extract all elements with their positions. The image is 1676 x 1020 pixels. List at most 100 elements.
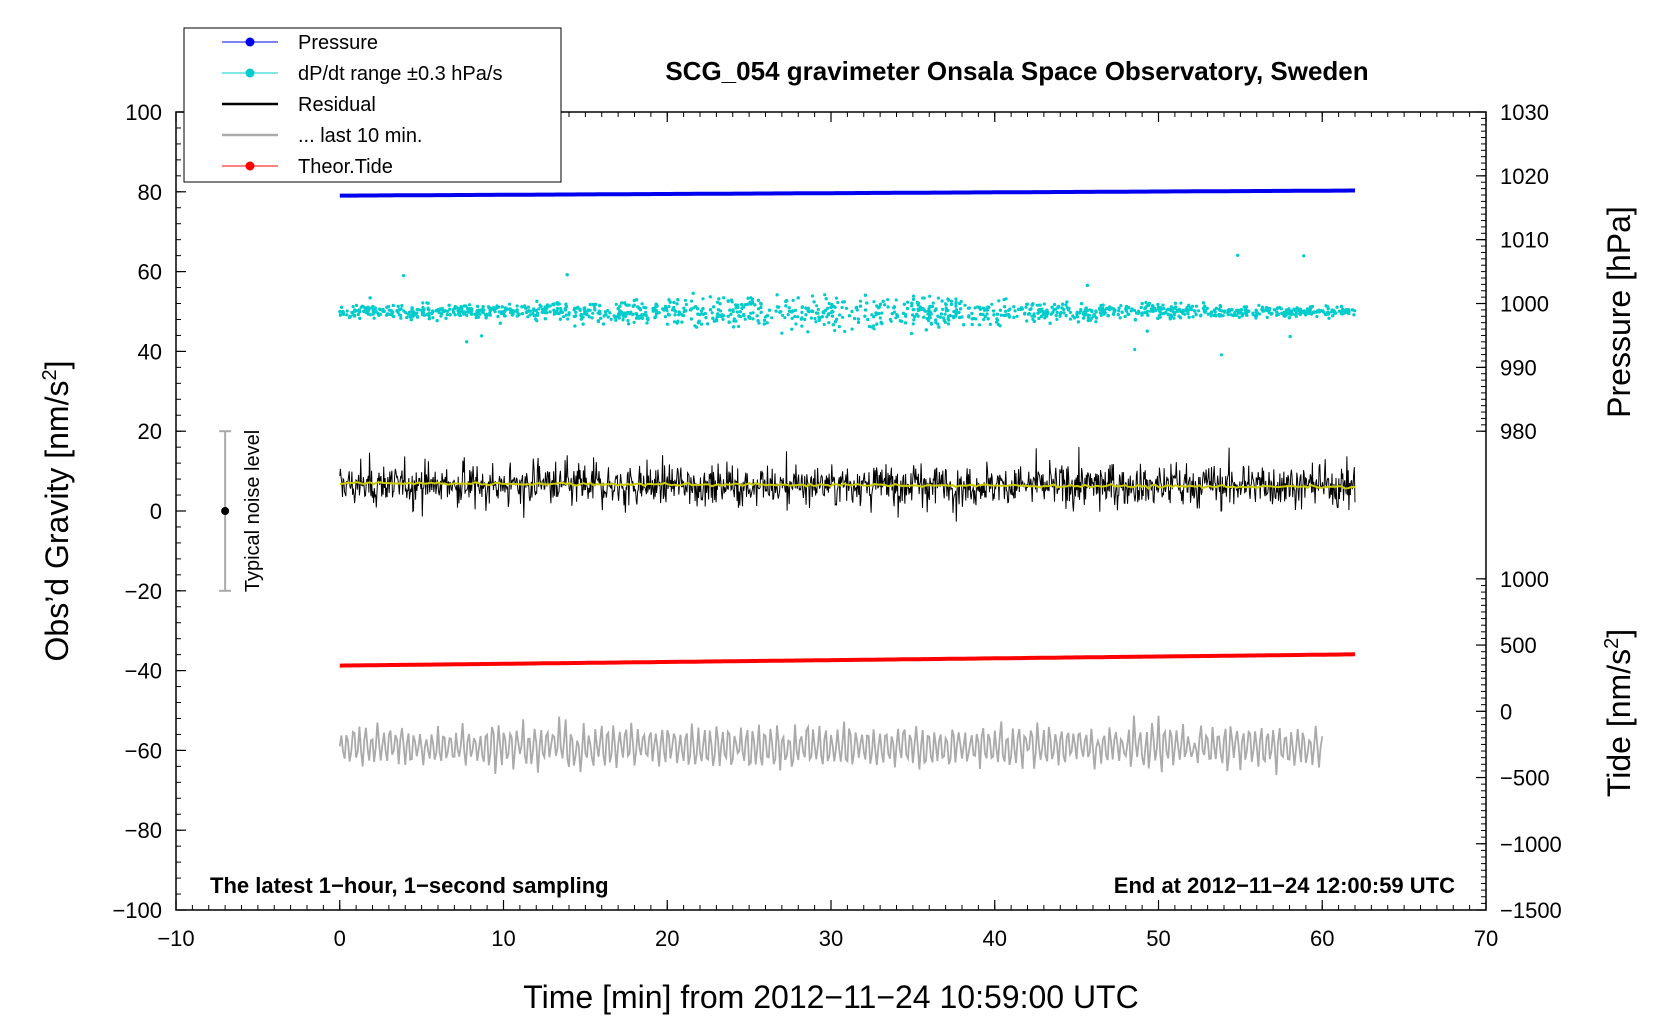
dpdt-point — [672, 308, 677, 312]
dpdt-point — [515, 308, 519, 312]
dpdt-point — [488, 308, 493, 312]
dpdt-point — [404, 311, 408, 315]
dpdt-point — [883, 303, 887, 307]
dpdt-point — [437, 310, 441, 314]
tide-axis-title-main: Tide [nm/s — [1601, 649, 1637, 797]
left-tick-label: −40 — [125, 659, 162, 684]
dpdt-point — [1098, 308, 1102, 312]
dpdt-point — [422, 308, 426, 312]
dpdt-point — [1181, 309, 1185, 313]
legend-label: dP/dt range ±0.3 hPa/s — [298, 63, 502, 85]
dpdt-point — [753, 303, 757, 307]
dpdt-point — [612, 314, 616, 318]
dpdt-point — [877, 311, 881, 316]
dpdt-point — [558, 317, 563, 321]
dpdt-point — [345, 313, 349, 317]
dpdt-point — [1135, 311, 1139, 315]
dpdt-point — [644, 310, 648, 314]
dpdt-point — [850, 327, 854, 331]
dpdt-point — [601, 322, 606, 326]
dpdt-point — [448, 313, 452, 317]
dpdt-point — [986, 317, 990, 321]
dpdt-point — [918, 305, 923, 309]
dpdt-point — [534, 308, 538, 313]
dpdt-point — [440, 312, 444, 316]
dpdt-point — [481, 305, 485, 309]
dpdt-point — [684, 302, 689, 307]
dpdt-point — [790, 327, 794, 331]
dpdt-point — [431, 316, 435, 320]
dpdt-point — [1007, 315, 1012, 319]
dpdt-point — [634, 312, 639, 316]
dpdt-point — [774, 309, 778, 313]
dpdt-point — [719, 314, 723, 318]
dpdt-point — [1339, 312, 1343, 316]
dpdt-point — [970, 322, 974, 327]
dpdt-point — [1298, 312, 1302, 317]
dpdt-point — [1075, 315, 1079, 319]
dpdt-point — [421, 301, 425, 305]
dpdt-point — [1341, 307, 1345, 311]
dpdt-point — [949, 299, 954, 303]
dpdt-point — [800, 324, 804, 328]
x-tick-label: 20 — [655, 926, 679, 951]
dpdt-point — [1108, 308, 1112, 312]
dpdt-point — [1012, 315, 1016, 319]
left-tick-label: 60 — [138, 260, 162, 285]
dpdt-point — [622, 301, 627, 305]
dpdt-point — [629, 310, 633, 314]
dpdt-point — [983, 308, 987, 312]
dpdt-point — [1334, 311, 1338, 315]
dpdt-point — [1166, 312, 1170, 316]
dpdt-point — [895, 313, 899, 317]
dpdt-point — [916, 303, 920, 307]
dpdt-point — [615, 315, 620, 319]
dpdt-point — [464, 304, 468, 308]
dpdt-point — [1151, 304, 1155, 308]
dpdt-point — [1077, 311, 1082, 315]
dpdt-point — [453, 313, 457, 317]
dpdt-point — [1206, 312, 1210, 316]
dpdt-point — [555, 309, 559, 313]
dpdt-point — [422, 313, 426, 317]
dpdt-point — [701, 312, 705, 316]
dpdt-point — [954, 301, 958, 306]
dpdt-point — [946, 317, 950, 321]
noise-indicator: Typical noise level — [219, 430, 264, 592]
dpdt-point — [357, 310, 361, 314]
dpdt-point — [1032, 314, 1036, 318]
dpdt-point — [985, 312, 989, 316]
dpdt-point — [510, 308, 514, 313]
dpdt-point — [1055, 310, 1059, 315]
dpdt-point — [538, 303, 542, 307]
dpdt-point — [451, 310, 456, 314]
dpdt-point — [398, 307, 402, 312]
dpdt-point — [803, 317, 807, 322]
dpdt-point — [388, 312, 392, 316]
dpdt-point — [689, 317, 694, 321]
x-tick-label: 10 — [491, 926, 515, 951]
dpdt-point — [806, 309, 810, 313]
dpdt-point — [856, 320, 861, 324]
dpdt-point — [967, 314, 971, 318]
dpdt-point — [1230, 308, 1234, 312]
dpdt-point — [478, 309, 482, 313]
dpdt-point — [1120, 310, 1124, 314]
tide-tick-label: 1000 — [1500, 567, 1549, 592]
dpdt-point — [1257, 303, 1261, 307]
dpdt-point — [791, 309, 795, 313]
pressure-tick-label: 980 — [1500, 419, 1537, 444]
dpdt-point — [787, 306, 791, 310]
dpdt-point — [397, 313, 401, 317]
dpdt-point — [691, 291, 695, 295]
dpdt-point — [531, 312, 535, 316]
dpdt-point — [1148, 309, 1153, 313]
annotation-sampling: The latest 1−hour, 1−second sampling — [210, 873, 609, 898]
dpdt-point — [837, 325, 842, 329]
dpdt-point — [575, 306, 579, 310]
dpdt-point — [1117, 309, 1121, 313]
dpdt-point — [850, 309, 854, 314]
dpdt-point — [756, 307, 761, 311]
dpdt-point — [515, 304, 519, 308]
dpdt-point — [1254, 314, 1259, 318]
